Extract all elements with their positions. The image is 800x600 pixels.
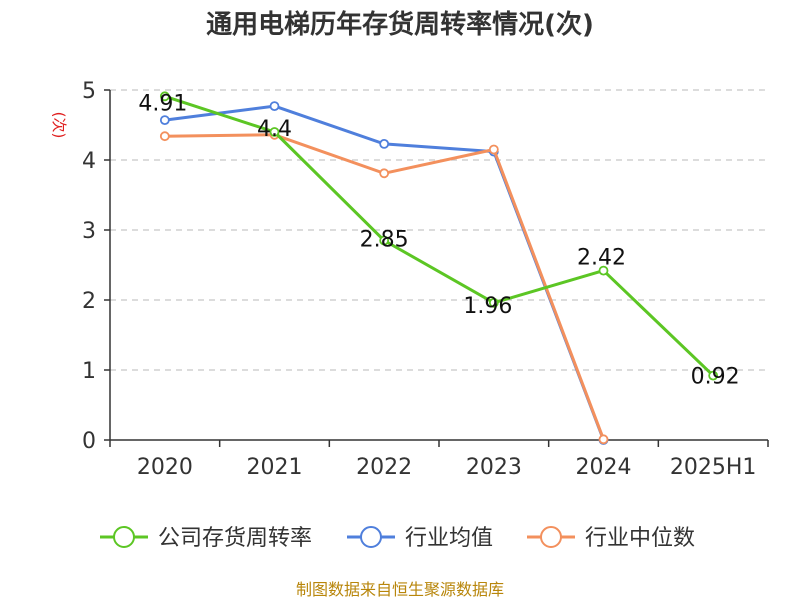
- data-label: 2.85: [360, 228, 409, 253]
- x-tick-label: 2025H1: [670, 455, 757, 480]
- y-tick-label: 2: [82, 289, 96, 314]
- data-labels: 4.91 4.4 2.85 1.96 2.42 0.92: [138, 91, 739, 389]
- data-label: 4.4: [257, 117, 292, 142]
- legend-label: 行业中位数: [585, 526, 695, 551]
- y-tick-label: 1: [82, 359, 96, 384]
- data-point: [488, 297, 499, 308]
- y-tick-label: 0: [82, 429, 96, 454]
- data-point: [488, 144, 499, 155]
- data-point: [598, 265, 609, 276]
- data-point: [708, 370, 719, 381]
- data-label: 2.42: [577, 246, 626, 271]
- y-ticks: 0 1 2 3 4 5: [82, 79, 96, 454]
- series-line-1: [164, 104, 605, 441]
- data-label: 0.92: [691, 365, 740, 390]
- legend-item-1[interactable]: 行业均值: [347, 526, 493, 551]
- y-tick-label: 4: [82, 149, 96, 174]
- data-point: [379, 235, 390, 246]
- data-point: [379, 138, 390, 149]
- data-point: [159, 91, 170, 102]
- series-line-0: [164, 94, 715, 377]
- data-point: [269, 101, 280, 111]
- legend-item-2[interactable]: 行业中位数: [527, 526, 695, 551]
- y-tick-label: 3: [82, 219, 96, 244]
- data-label: 4.91: [138, 91, 187, 116]
- data-point: [269, 127, 280, 137]
- data-point: [598, 434, 609, 445]
- chart-title: 通用电梯历年存货周转率情况(次): [206, 9, 594, 40]
- data-point: [159, 115, 170, 125]
- axes: [104, 89, 769, 447]
- x-tick-label: 2022: [356, 455, 412, 480]
- x-tick-label: 2021: [247, 455, 303, 480]
- x-ticks: 2020 2021 2022 2023 2024 2025H1: [137, 455, 757, 480]
- x-tick-label: 2023: [466, 455, 522, 480]
- legend-label: 公司存货周转率: [158, 526, 312, 551]
- series-layer: [159, 91, 719, 445]
- y-axis-label: (次): [50, 112, 68, 139]
- data-point: [379, 168, 390, 179]
- y-tick-label: 5: [82, 79, 96, 104]
- legend-marker: [113, 526, 135, 548]
- legend-label: 行业均值: [405, 526, 493, 551]
- legend-item-0[interactable]: 公司存货周转率: [100, 526, 312, 551]
- source-note: 制图数据来自恒生聚源数据库: [296, 580, 504, 599]
- legend-marker: [540, 526, 562, 548]
- grid: [110, 89, 768, 371]
- legend-marker: [360, 526, 382, 548]
- x-tick-label: 2024: [576, 455, 632, 480]
- data-point: [159, 131, 170, 142]
- data-label: 1.96: [463, 294, 512, 319]
- series-line-2: [164, 133, 605, 440]
- x-tick-label: 2020: [137, 455, 193, 480]
- legend[interactable]: 公司存货周转率 行业均值 行业中位数: [100, 526, 695, 551]
